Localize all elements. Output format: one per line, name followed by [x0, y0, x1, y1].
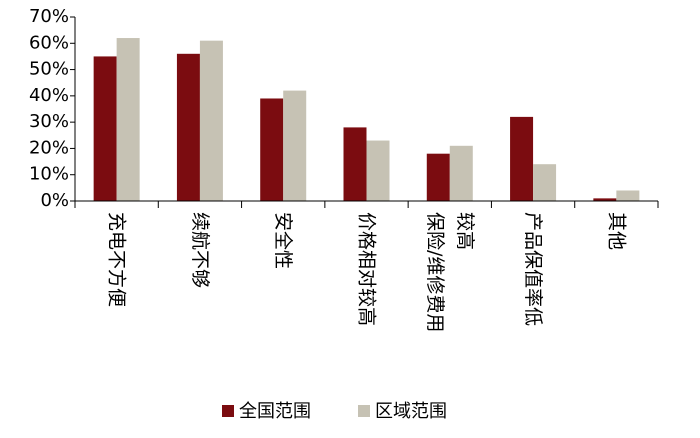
x-tick-label: 价格相对较高 [355, 212, 378, 327]
bar [283, 90, 307, 201]
bar [199, 40, 223, 202]
x-tick-label: 续航不够 [188, 212, 211, 289]
x-tick-label: 产品保值率低 [522, 212, 545, 327]
y-tick-label: 0% [40, 190, 69, 211]
x-tick-label: 保险/维修费用 较高 [423, 212, 476, 333]
bar [116, 38, 140, 202]
bar [449, 145, 473, 201]
y-tick-label: 50% [29, 59, 69, 80]
y-tick-label: 30% [29, 111, 69, 132]
legend-swatch [222, 405, 234, 417]
x-tick-label: 充电不方便 [105, 212, 128, 308]
y-tick-label: 10% [29, 164, 69, 185]
bar [176, 53, 200, 201]
bar [510, 116, 534, 201]
bar [260, 98, 284, 201]
x-tick-label: 其他 [605, 212, 628, 251]
y-tick-label: 70% [29, 6, 69, 27]
bar [343, 127, 367, 201]
bar [426, 153, 450, 201]
y-tick-label: 60% [29, 32, 69, 53]
y-tick-label: 40% [29, 85, 69, 106]
bar [366, 140, 390, 201]
x-tick-label: 安全性 [272, 212, 295, 270]
bar [93, 56, 117, 201]
legend-label: 区域范围 [375, 401, 447, 422]
legend-swatch [358, 405, 370, 417]
legend-label: 全国范围 [239, 401, 311, 422]
bar [533, 164, 557, 201]
y-tick-label: 20% [29, 137, 69, 158]
bar [593, 198, 617, 201]
bar [616, 190, 640, 201]
